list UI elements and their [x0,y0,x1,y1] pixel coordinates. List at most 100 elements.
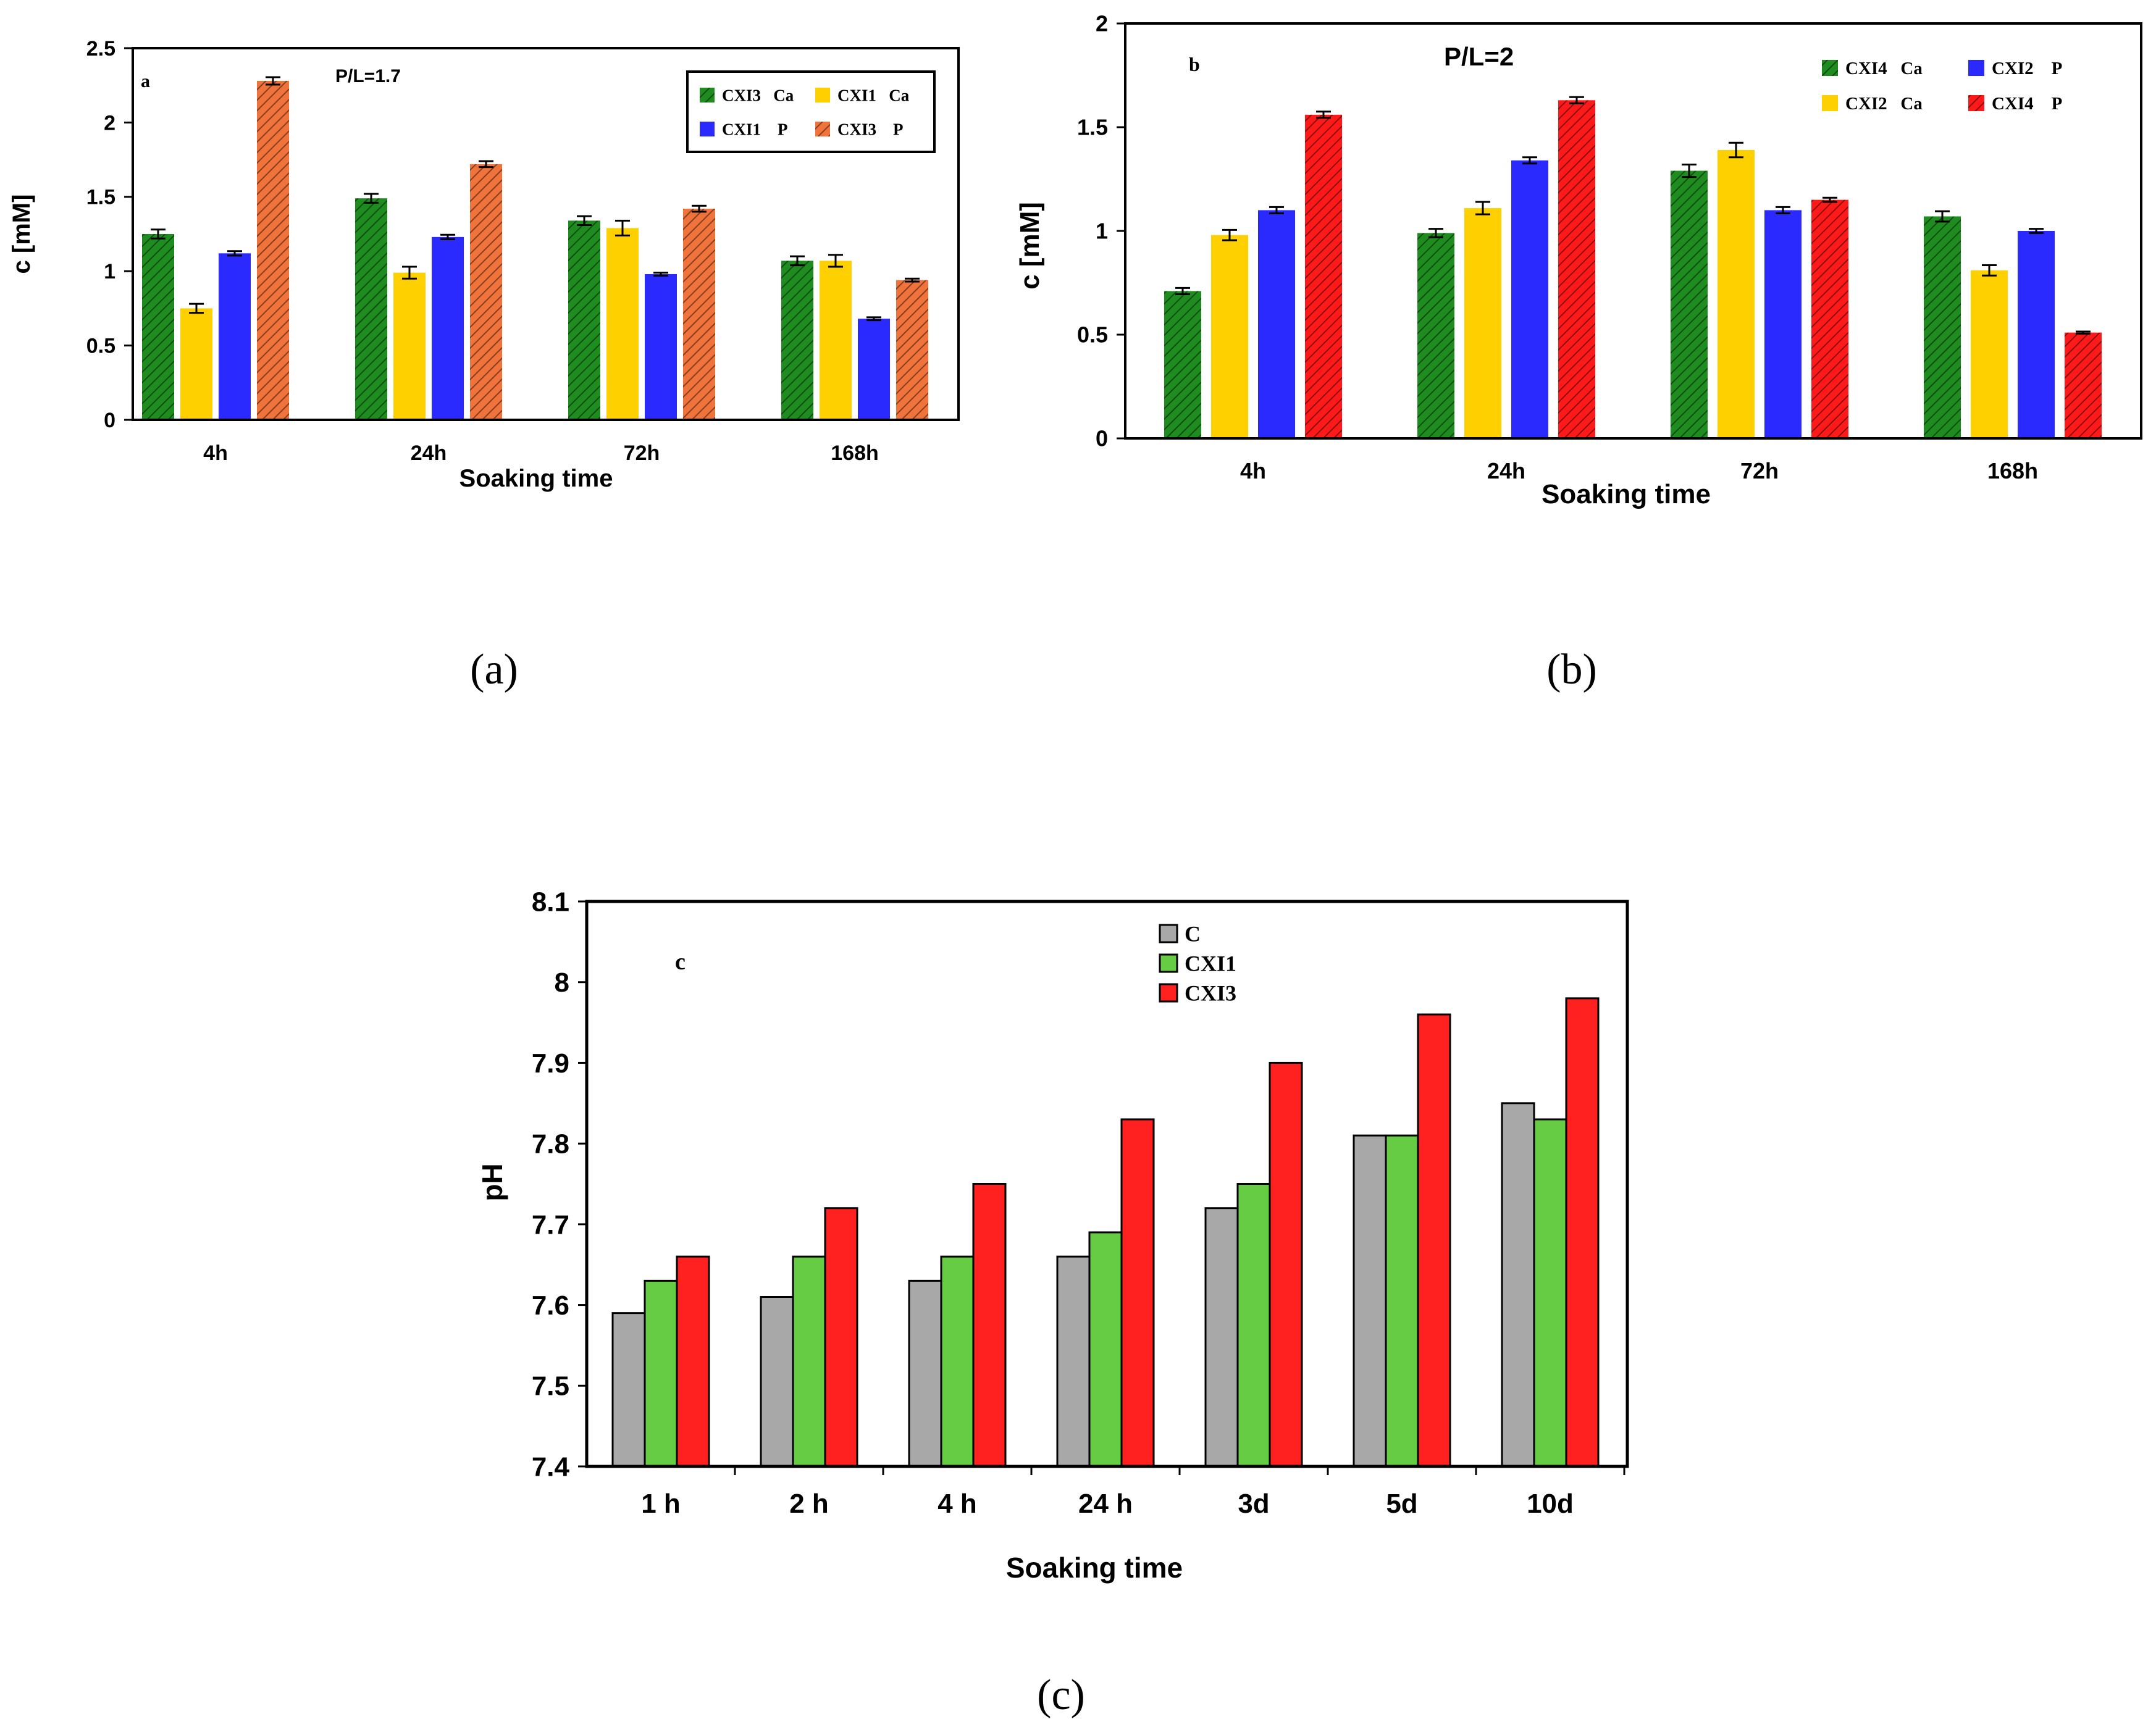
legend: C CXI1 CXI3 [1159,922,1236,1006]
error-bar-cxi3-p-4h [266,76,280,86]
legend-swatch [1968,95,1984,111]
plot-frame [132,47,960,421]
bar-cxi1-ca-72h [606,228,639,420]
legend-swatch [1159,924,1178,943]
bar-cxi4-ca-4h [1164,291,1201,438]
error-bar-cxi3-p-24h [479,160,493,169]
bar-c-3d [1204,1207,1239,1468]
annotation-pl: P/L=1.7 [335,66,401,86]
error-bar-cxi4-p-24h [1569,96,1584,104]
bar-cxi1-2-h [792,1255,826,1468]
error-bar-cxi2-p-4h [1269,206,1284,214]
y-axis-title: pH [476,1163,508,1201]
y-tick-label: 0.5 [1077,322,1108,348]
bar-cxi1-p-4h [219,253,251,420]
bar-cxi2-p-72h [1764,210,1802,438]
bar-cxi3-ca-24h [355,198,387,420]
chart-panel-c: 7.4 7.5 7.6 7.7 7.8 7.9 8 8.1 1 h 2 h 4 h 24 h 3d 5d… [476,887,1629,1719]
bar-cxi3-5d [1417,1013,1451,1468]
bar-cxi3-ca-4h [142,234,174,420]
x-tick-labels: 4h 24h 72h 168h [1240,458,2038,483]
x-axis-title: Soaking time [1006,1552,1183,1584]
error-bar-cxi1-p-168h [866,316,881,322]
bar-cxi1-ca-24h [393,272,426,420]
legend-label: CXI3 Ca [722,86,794,104]
legend-swatch [815,122,830,136]
x-axis-title: Soaking time [459,465,613,492]
y-tick-label: 2 [1096,11,1108,36]
bar-c-24-h [1056,1255,1091,1468]
error-bar-cxi4-ca-72h [1682,163,1697,178]
error-bar-cxi2-ca-72h [1729,141,1743,159]
error-bar-cxi3-ca-4h [151,228,166,240]
y-tick-labels: 0 0.5 1 1.5 2 [1077,11,1125,451]
bar-cxi4-ca-168h [1924,216,1961,438]
x-tick-label: 1 h [641,1489,681,1519]
legend-swatch [1159,983,1178,1003]
bars-group [611,997,1600,1468]
legend-item-cxi2-ca: CXI2 Ca [1822,94,1923,114]
legend-item-cxi1-ca: CXI1 Ca [815,86,910,104]
chart-panel-a: 0 0.5 1 1.5 2 2.5 4h 24h 72h 168h c [mM] Soaking… [8,37,960,693]
x-tick-label: 5d [1386,1489,1417,1519]
panel-letter: a [141,71,150,91]
bar-cxi4-p-72h [1811,199,1848,438]
y-tick-label: 7.8 [532,1129,569,1160]
error-bar-cxi3-ca-168h [790,255,805,267]
bars-group [1164,100,2102,439]
bar-cxi4-ca-24h [1417,233,1454,438]
bar-cxi3-ca-168h [781,261,813,420]
plot-frame [585,900,1629,1468]
legend-swatch [700,122,715,136]
bar-c-5d [1353,1134,1387,1468]
error-bar-cxi2-ca-24h [1475,201,1490,215]
bar-cxi1-p-24h [432,236,464,420]
error-bar-cxi4-ca-4h [1175,286,1190,295]
legend: CXI4 Ca CXI2 P CXI2 Ca CXI4 P [1822,59,2062,114]
bar-cxi3-2-h [824,1207,858,1468]
bar-cxi3-1-h [676,1255,710,1468]
panel-letter: c [675,949,686,975]
bar-cxi3-p-24h [470,164,502,420]
legend-label: CXI1 [1185,951,1236,976]
y-tick-label: 7.9 [532,1048,569,1079]
legend-label: CXI4 Ca [1845,59,1923,78]
y-tick-labels: 7.4 7.5 7.6 7.7 7.8 7.9 8 8.1 [532,887,587,1482]
bars-group [142,80,928,420]
error-bar-cxi2-p-72h [1776,206,1790,214]
bar-cxi2-p-168h [2018,231,2055,438]
legend-item-cxi3-ca: CXI3 Ca [700,86,794,104]
y-tick-label: 1.5 [86,186,115,209]
error-bar-cxi4-p-4h [1316,111,1331,119]
caption: (c) [1037,1671,1085,1719]
x-tick-label: 3d [1238,1489,1269,1519]
error-bar-cxi2-p-24h [1522,156,1537,165]
legend-label: C [1185,922,1201,947]
error-bar-cxi2-p-168h [2029,228,2044,234]
legend-label: CXI2 Ca [1845,94,1923,114]
error-bar-cxi1-p-4h [227,250,242,257]
x-tick-label: 4h [1240,458,1266,483]
y-tick-label: 0 [1096,426,1108,451]
legend-label: CXI2 P [1992,59,2062,78]
bar-cxi1-p-168h [858,319,890,420]
error-bars-group [1175,96,2091,335]
legend-item-cxi3: CXI3 [1159,981,1236,1006]
legend-swatch [1822,95,1838,111]
error-bar-cxi4-ca-24h [1428,228,1443,238]
legend-item-cxi2-p: CXI2 P [1968,59,2062,78]
error-bar-cxi2-ca-168h [1982,264,1997,277]
x-tick-label: 2 h [789,1489,829,1519]
bar-cxi4-ca-72h [1671,170,1708,438]
bar-cxi3-p-72h [683,209,715,420]
error-bar-cxi3-ca-72h [577,215,592,227]
bar-cxi3-10d [1565,997,1600,1468]
error-bar-cxi3-ca-24h [364,193,379,204]
error-bar-cxi4-p-72h [1823,196,1837,203]
x-tick-label: 72h [624,441,660,465]
bar-cxi1-1-h [644,1279,678,1468]
legend-label: CXI3 P [837,120,904,138]
caption: (a) [470,646,518,693]
bar-cxi2-p-24h [1511,160,1548,438]
